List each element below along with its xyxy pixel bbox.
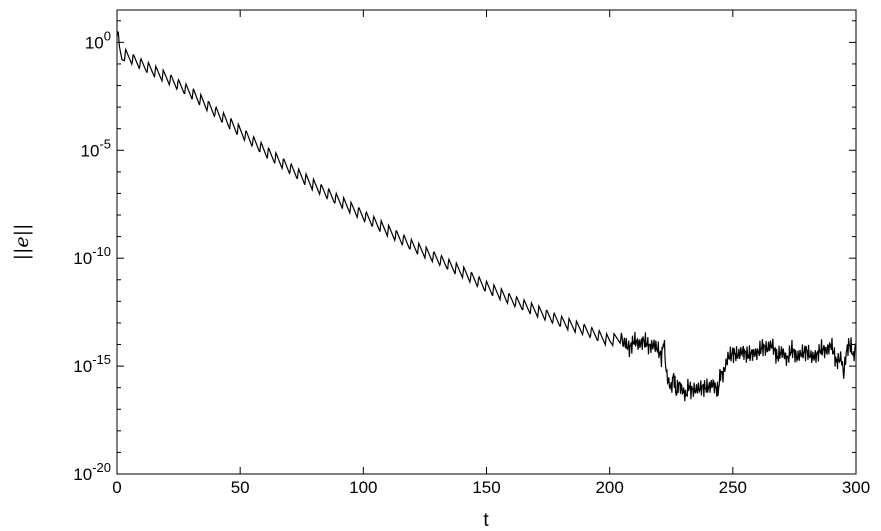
x-tick-label: 300 bbox=[842, 478, 870, 497]
series-line bbox=[116, 31, 857, 402]
y-tick-label: 10-5 bbox=[81, 136, 111, 160]
series-layer bbox=[116, 31, 857, 402]
x-tick-label: 150 bbox=[472, 478, 500, 497]
x-tick-label: 0 bbox=[112, 478, 121, 497]
y-tick-label: 10-20 bbox=[73, 460, 111, 484]
x-axis-label: t bbox=[483, 510, 489, 531]
y-tick-label: 100 bbox=[85, 28, 111, 52]
x-tick-label: 250 bbox=[719, 478, 747, 497]
y-axis-label: ||e|| bbox=[11, 224, 33, 261]
y-tick-label: 10-15 bbox=[73, 352, 111, 376]
x-tick-label: 200 bbox=[595, 478, 623, 497]
y-tick-label: 10-10 bbox=[73, 244, 111, 268]
x-tick-label: 100 bbox=[349, 478, 377, 497]
ticks-layer: 0 50 100 150 200 250 300 100 10-5 10-10 10-15 10-20 bbox=[73, 10, 870, 497]
x-tick-label: 50 bbox=[231, 478, 250, 497]
